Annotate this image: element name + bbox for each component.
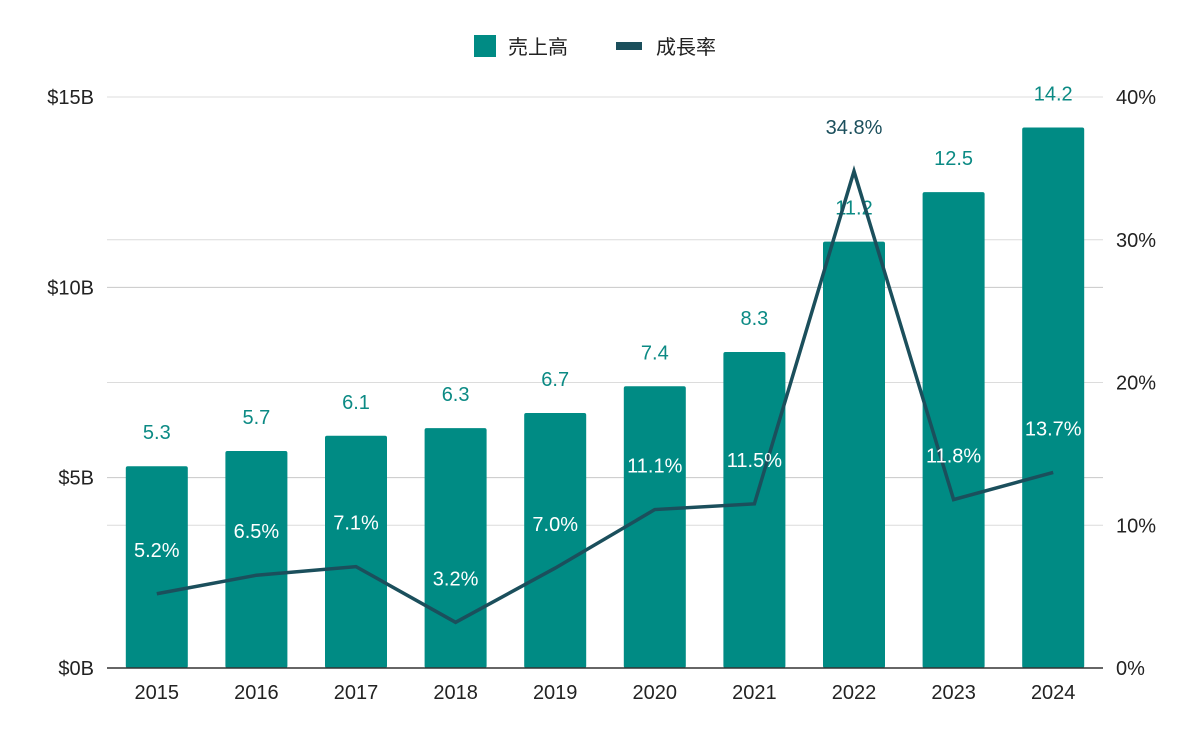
legend: 売上高 成長率	[474, 35, 716, 59]
legend-label-sales: 売上高	[508, 36, 568, 59]
bar	[125, 466, 188, 668]
left-tick-label: $5B	[58, 468, 94, 490]
growth-data-label: 7.1%	[333, 513, 379, 535]
bar-data-label: 6.3	[442, 384, 470, 406]
bar-data-label: 12.5	[934, 148, 973, 170]
x-tick-label: 2023	[931, 682, 976, 704]
x-tick-label: 2021	[732, 682, 777, 704]
bar-data-label: 5.3	[143, 422, 171, 444]
right-axis: 0% 10% 20% 30% 40%	[1116, 87, 1156, 680]
bar	[922, 192, 985, 668]
x-tick-label: 2015	[135, 682, 180, 704]
left-tick-label: $15B	[47, 87, 94, 109]
bar-data-label: 7.4	[641, 342, 669, 364]
line-series	[156, 165, 1054, 625]
x-axis: 2015 2016 2017 2018 2019 2020 2021 2022 2023 2024	[107, 667, 1103, 704]
x-tick-label: 2018	[433, 682, 478, 704]
x-tick-label: 2017	[334, 682, 379, 704]
x-tick-label: 2024	[1031, 682, 1076, 704]
right-tick-label: 30%	[1116, 230, 1156, 252]
bar	[524, 412, 587, 668]
x-tick-label: 2019	[533, 682, 578, 704]
x-tick-label: 2022	[832, 682, 877, 704]
growth-data-label: 7.0%	[532, 514, 578, 536]
bar-data-label: 14.2	[1034, 83, 1073, 105]
bar-data-label: 8.3	[740, 308, 768, 330]
right-tick-label: 20%	[1116, 373, 1156, 395]
left-tick-label: $10B	[47, 277, 94, 299]
line-data-labels: 5.2% 6.5% 7.1% 3.2% 7.0% 11.1% 11.5% 34.8% 11.8%…	[134, 117, 1082, 590]
x-tick-label: 2020	[633, 682, 678, 704]
growth-line	[156, 165, 1054, 625]
growth-data-label: 3.2%	[433, 568, 479, 590]
growth-data-label: 6.5%	[234, 521, 280, 543]
growth-data-label: 11.1%	[627, 456, 682, 478]
bar	[1022, 127, 1085, 669]
x-tick-label: 2016	[234, 682, 279, 704]
right-tick-label: 10%	[1116, 515, 1156, 537]
left-tick-label: $0B	[58, 658, 94, 680]
right-tick-label: 40%	[1116, 87, 1156, 109]
left-axis: $0B $5B $10B $15B	[47, 87, 94, 680]
bar	[623, 386, 686, 668]
bar	[225, 451, 288, 668]
bar	[823, 241, 885, 669]
bar-series	[125, 127, 1085, 669]
growth-data-label: 13.7%	[1025, 418, 1082, 440]
growth-data-label: 11.5%	[727, 450, 782, 472]
bar-data-label: 6.1	[342, 392, 370, 414]
right-tick-label: 0%	[1116, 658, 1145, 680]
growth-data-label: 5.2%	[134, 540, 180, 562]
legend-label-growth: 成長率	[656, 36, 716, 59]
legend-swatch-growth	[616, 42, 642, 50]
growth-data-label: 34.8%	[826, 117, 883, 139]
bar	[723, 352, 786, 668]
bar-data-label: 6.7	[541, 369, 569, 391]
bar-data-label: 5.7	[242, 407, 270, 429]
bar	[325, 435, 387, 668]
legend-swatch-sales	[474, 35, 496, 57]
bar	[424, 428, 487, 668]
bar-data-labels: 5.35.76.1 6.36.77.48.311.212.514.2	[143, 83, 1073, 444]
growth-data-label: 11.8%	[926, 446, 981, 468]
